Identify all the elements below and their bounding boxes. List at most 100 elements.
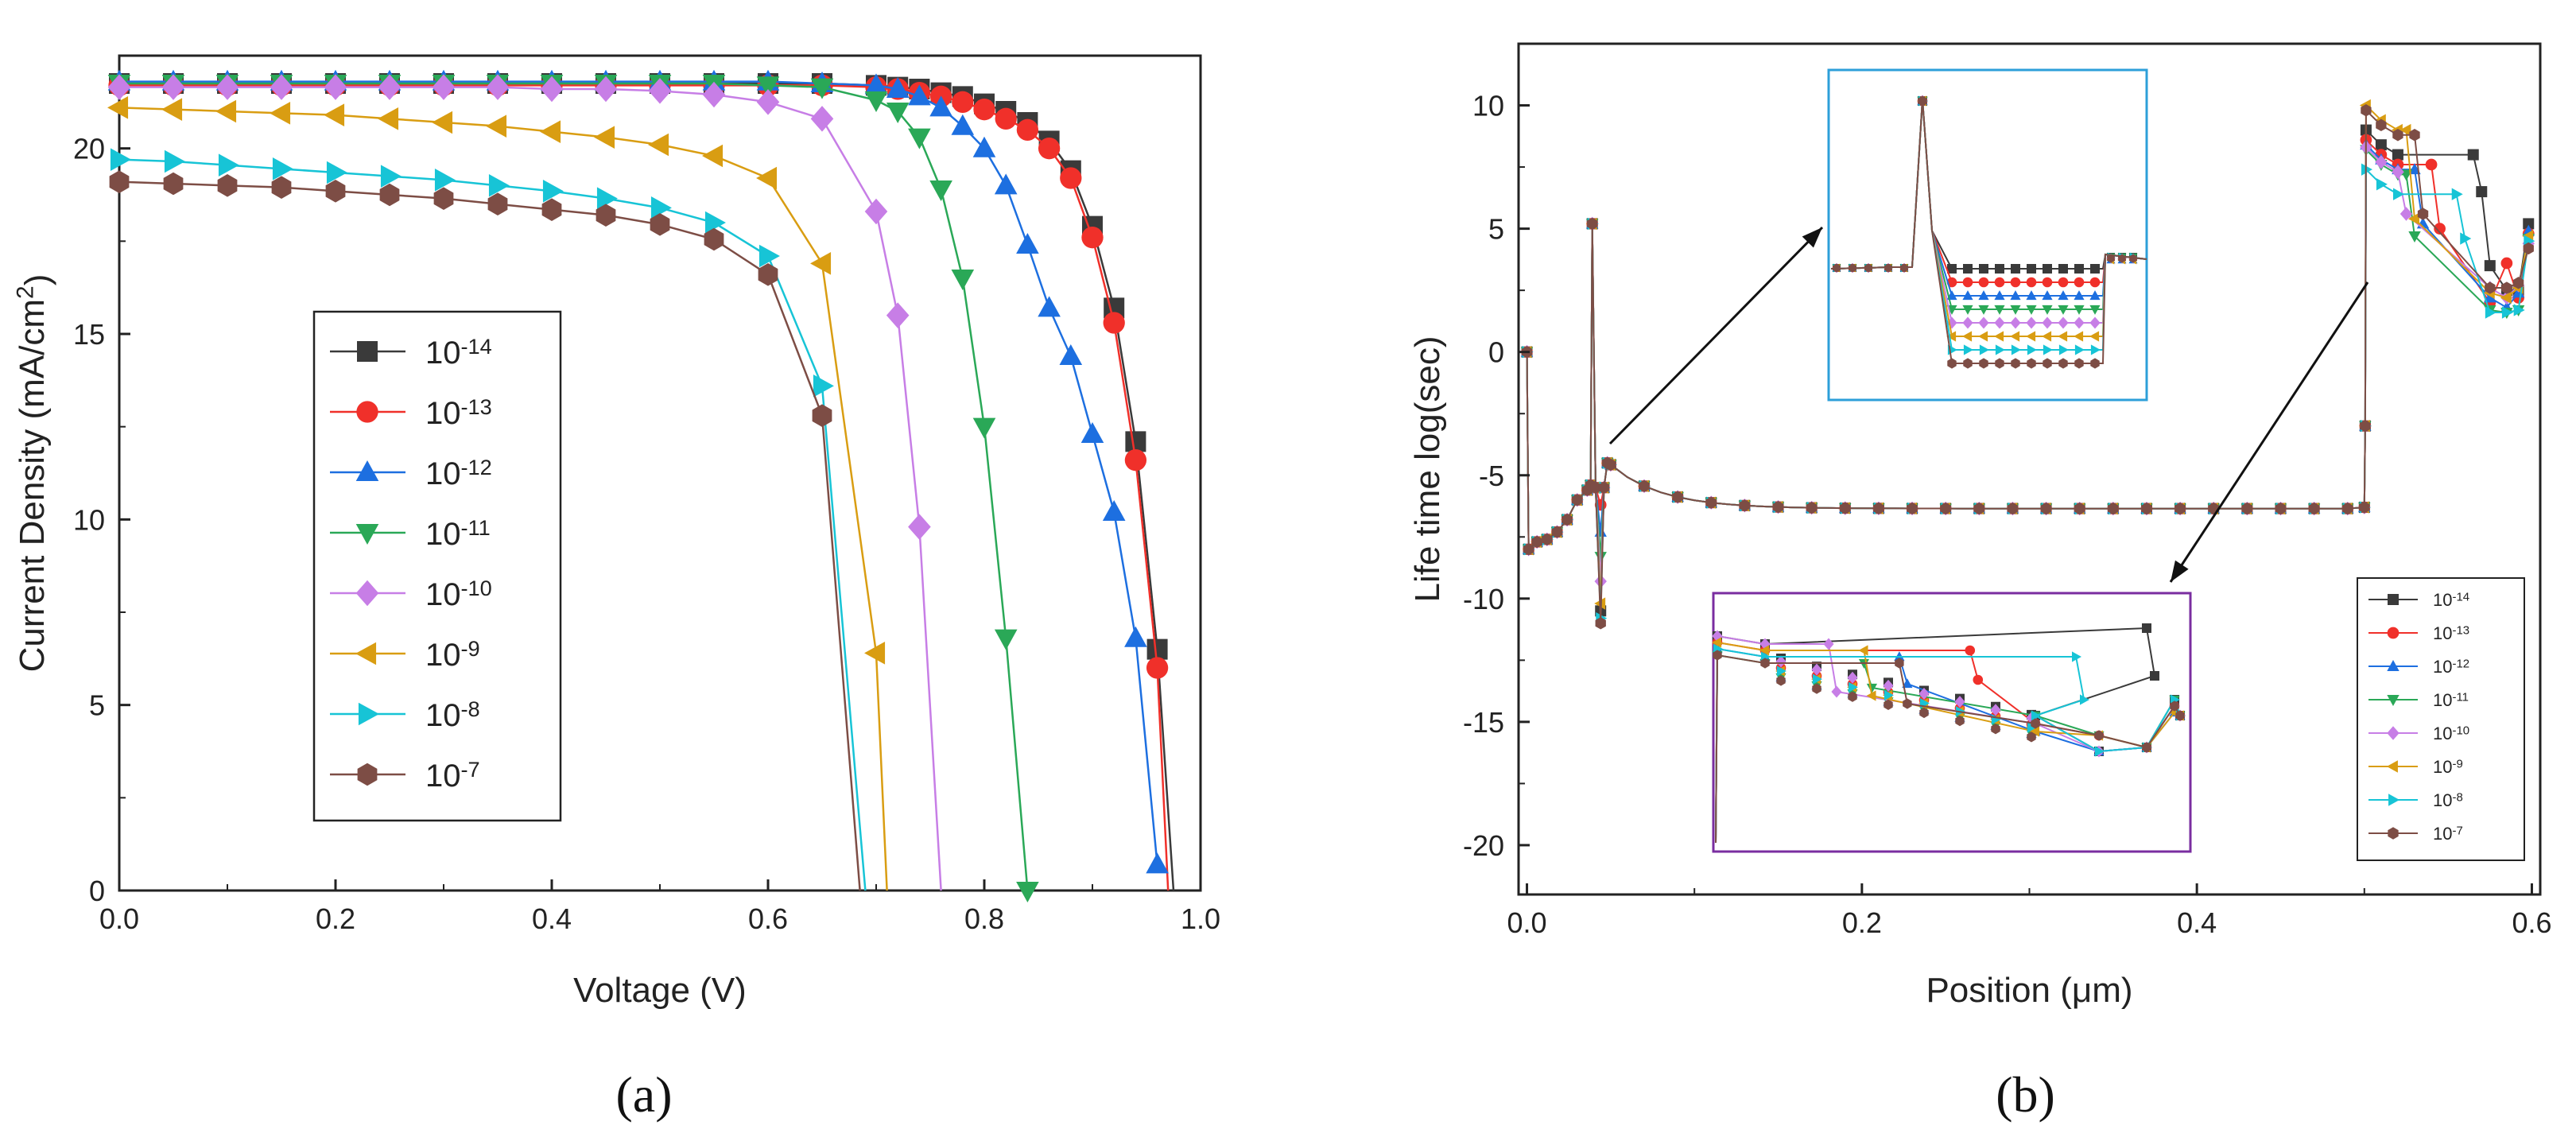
data-point — [1978, 305, 1989, 315]
data-point — [1858, 645, 1868, 656]
data-point — [951, 114, 975, 135]
legend-marker — [356, 401, 378, 423]
y-tick-label: -15 — [1463, 706, 1504, 739]
data-point — [1587, 217, 1598, 231]
y-tick-label: 20 — [73, 133, 105, 165]
data-point — [2141, 502, 2152, 515]
data-point — [2027, 731, 2036, 743]
x-tick-label: 0.0 — [1507, 906, 1547, 939]
x-tick-label: 1.0 — [1181, 902, 1220, 935]
data-point — [2090, 264, 2100, 274]
x-tick-label: 0.2 — [316, 902, 355, 935]
data-point — [2011, 344, 2021, 355]
data-point — [594, 126, 615, 149]
legend-label--12: 10-12 — [2433, 657, 2469, 677]
data-point — [1124, 626, 1147, 647]
data-point — [1884, 699, 1893, 710]
data-point — [217, 174, 238, 197]
data-point — [1962, 277, 1973, 288]
legend-marker — [2388, 594, 2399, 605]
panel-a-x-axis-label: Voltage (V) — [573, 971, 747, 1010]
legend-marker — [355, 523, 379, 545]
series-line — [118, 107, 888, 891]
panel-b-series--7 — [1521, 104, 2534, 630]
legend-marker — [355, 580, 379, 607]
data-point — [1772, 500, 1784, 514]
data-point — [702, 144, 724, 168]
series-line — [119, 84, 1170, 891]
data-point — [1840, 502, 1851, 514]
data-point — [2026, 277, 2037, 288]
data-point — [1963, 264, 1973, 274]
data-point — [2500, 257, 2513, 270]
data-point — [1806, 501, 1818, 514]
y-tick-label: -10 — [1463, 583, 1504, 615]
data-point — [1102, 500, 1126, 522]
data-point — [2043, 358, 2052, 369]
data-point — [756, 166, 778, 190]
data-point — [161, 98, 183, 121]
zoom-arrow-region-1-head — [1802, 227, 1822, 248]
data-point — [2074, 316, 2085, 329]
data-point — [542, 180, 564, 203]
panel-a-series--11 — [107, 74, 1039, 902]
data-point — [2375, 139, 2387, 151]
data-point — [540, 76, 564, 103]
data-point — [1146, 638, 1168, 660]
data-point — [1848, 691, 1857, 702]
data-point — [1849, 263, 1856, 273]
data-point — [2241, 502, 2253, 515]
data-point — [1739, 499, 1751, 512]
data-point — [2308, 502, 2320, 515]
data-point — [486, 114, 507, 138]
data-point — [2010, 316, 2021, 329]
data-point — [1847, 671, 1858, 684]
x-tick-label: 0.4 — [2177, 906, 2217, 939]
data-point — [1523, 543, 1534, 556]
data-point — [1639, 479, 1650, 493]
data-point — [1866, 683, 1878, 693]
data-point — [648, 133, 669, 157]
data-point — [1991, 724, 2000, 735]
data-point — [2408, 163, 2421, 175]
y-tick-label: 5 — [1488, 213, 1504, 246]
data-point — [2408, 231, 2421, 243]
data-point — [1947, 264, 1957, 274]
data-point — [1979, 358, 1988, 369]
legend-marker — [2386, 760, 2398, 773]
data-point — [1038, 138, 1061, 160]
data-point — [271, 176, 292, 199]
legend-label--12: 10-12 — [425, 455, 492, 491]
data-point — [1146, 852, 1169, 874]
data-point — [109, 170, 130, 193]
data-point — [1038, 296, 1061, 317]
data-point — [864, 91, 888, 112]
data-point — [2392, 129, 2403, 142]
data-point — [1672, 491, 1683, 503]
panel-a-legend: 10-14 10-13 10-12 10-11 10-10 10-9 10-8 10-7 — [312, 310, 562, 822]
y-tick-label: 15 — [73, 318, 105, 351]
legend-label--14: 10-14 — [425, 334, 492, 371]
legend-label--10: 10-10 — [2433, 724, 2469, 743]
data-point — [2089, 331, 2100, 342]
legend-marker — [357, 341, 378, 362]
data-point — [2392, 188, 2404, 200]
data-point — [1873, 502, 1884, 515]
data-point — [1973, 674, 1984, 685]
legend-label--14: 10-14 — [2433, 590, 2469, 610]
data-point — [325, 180, 346, 203]
data-point — [486, 74, 510, 100]
data-point — [1081, 227, 1104, 249]
data-point — [1995, 264, 2004, 274]
data-point — [2170, 700, 2179, 712]
data-point — [1542, 533, 1553, 546]
data-point — [1103, 312, 1125, 334]
data-point — [2142, 623, 2151, 633]
data-point — [434, 169, 456, 192]
data-point — [1562, 513, 1573, 526]
legend-label--8: 10-8 — [425, 697, 480, 733]
inset-line — [1715, 654, 2181, 844]
legend-marker — [2388, 827, 2399, 840]
data-point — [378, 107, 399, 130]
data-point — [110, 148, 131, 171]
